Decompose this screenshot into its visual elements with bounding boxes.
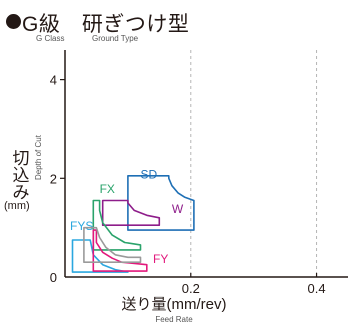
x-axis-label-en: Feed Rate	[155, 315, 193, 324]
y-tick-label-1: 2	[50, 171, 57, 186]
region-w	[101, 199, 161, 226]
y-axis-label-char-1: 切	[12, 149, 30, 168]
y-tick-label-0: 0	[50, 270, 57, 285]
y-axis-label-char-2: 込	[12, 166, 30, 185]
y-tick-label-2: 4	[50, 73, 57, 88]
y-axis-unit: (mm)	[4, 200, 30, 212]
series-label-fx: FX	[100, 182, 115, 196]
series-label-w: W	[172, 202, 184, 216]
title-bullet	[6, 14, 21, 29]
series-label-fy: FY	[153, 252, 168, 266]
y-axis-label-char-3: み	[12, 183, 30, 202]
region-unlabeled-5	[83, 226, 142, 264]
chart-subtitle-class: G Class	[36, 34, 65, 43]
region-fx	[92, 199, 142, 251]
chart-title: G級 研ぎつけ型	[22, 13, 190, 36]
series-label-fys: FYS	[70, 219, 93, 233]
x-tick-label-0: 0.2	[182, 281, 200, 296]
region-sd	[127, 175, 195, 231]
x-axis-label: 送り量(mm/rev)	[121, 296, 227, 313]
x-tick-label-1: 0.4	[308, 281, 326, 296]
y-axis-label-en: Depth of Cut	[34, 135, 43, 180]
region-fy	[92, 229, 148, 272]
series-label-sd: SD	[140, 167, 157, 181]
chart-subtitle-type: Ground Type	[92, 34, 139, 43]
y-axis-label: 切 込 み	[8, 150, 34, 201]
